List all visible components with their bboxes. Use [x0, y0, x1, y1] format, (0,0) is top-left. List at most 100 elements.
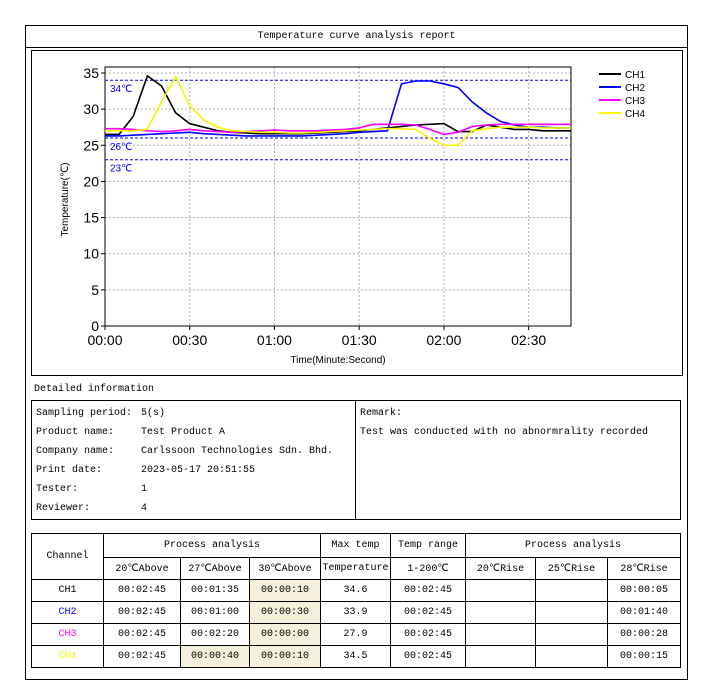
header-cell: Channel: [31, 533, 104, 580]
x-tick-label: 01:00: [257, 332, 292, 348]
field-value: 2023-05-17 20:51:55: [141, 465, 256, 476]
table-cell: [465, 601, 536, 624]
table-cell: 00:00:10: [249, 579, 321, 602]
x-tick-label: 02:30: [511, 332, 546, 348]
field-label: Reviewer:: [36, 503, 91, 514]
header-cell: 30℃Above: [249, 557, 321, 580]
header-cell: Temp range: [390, 533, 466, 558]
header-cell: 1-200℃: [390, 557, 466, 580]
table-cell: 00:02:20: [180, 623, 250, 646]
table-cell: 00:02:45: [103, 623, 181, 646]
summary-table: Channel Process analysis Max temp Temp rang…: [31, 533, 681, 668]
remark-text: Test was conducted with no abnormrality …: [360, 427, 649, 438]
field-row: Sampling period: 5(s): [36, 404, 351, 423]
table-cell: 00:02:45: [103, 579, 181, 602]
series-line: [105, 74, 571, 147]
table-cell: 00:00:30: [249, 601, 321, 624]
reference-label: 26℃: [110, 142, 132, 153]
y-tick-label: 25: [83, 137, 99, 153]
header-row: 20℃Above 27℃Above 30℃Above Temperature 1-200…: [32, 557, 681, 580]
field-value: 4: [141, 503, 148, 514]
legend-label: CH1: [625, 70, 645, 81]
y-tick-label: 15: [83, 210, 99, 226]
table-cell: 27.9: [320, 623, 391, 646]
plot-frame: [104, 66, 572, 327]
table-cell: [535, 623, 608, 646]
table-cell: 00:02:45: [390, 623, 466, 646]
header-cell: Process analysis: [465, 533, 681, 558]
x-tick-label: 01:30: [342, 332, 377, 348]
table-cell: 00:00:00: [249, 623, 321, 646]
table-row: CH3 00:02:45 00:02:20 00:00:00 27.9 00:02:45 0…: [31, 623, 681, 646]
details-box: Sampling period: 5(s) Product name: Test Pr…: [31, 400, 681, 520]
header-cell: 20℃Above: [103, 557, 181, 580]
header-cell: 27℃Above: [180, 557, 250, 580]
remark-area: Remark: Test was conducted with no abnor…: [356, 401, 680, 445]
header-cell: Max temp: [320, 533, 391, 558]
field-row: Product name: Test Product A: [36, 423, 351, 442]
table-cell: 00:01:35: [180, 579, 250, 602]
table-cell: 00:00:10: [249, 645, 321, 668]
table-cell: [465, 579, 536, 602]
table-cell: 00:02:45: [390, 579, 466, 602]
legend-label: CH3: [625, 96, 645, 107]
header-cell: 20℃Rise: [465, 557, 536, 580]
legend-label: CH4: [625, 109, 645, 120]
remark-label: Remark:: [360, 408, 403, 419]
table-row: CH2 00:02:45 00:01:00 00:00:30 33.9 00:02:45 0…: [31, 601, 681, 624]
table-cell: 34.6: [320, 579, 391, 602]
channel-cell: CH2: [31, 601, 104, 624]
y-tick-label: 5: [91, 282, 99, 298]
table-cell: 00:00:05: [607, 579, 681, 602]
header-cell: Temperature: [320, 557, 391, 580]
table-cell: [535, 579, 608, 602]
channel-cell: CH4: [31, 645, 104, 668]
x-axis-label: Time(Minute:Second): [290, 355, 385, 366]
reference-label: 34℃: [110, 84, 132, 95]
series-line: [105, 123, 571, 136]
field-row: Print date: 2023-05-17 20:51:55: [36, 461, 351, 480]
table-cell: 00:00:15: [607, 645, 681, 668]
field-value: Test Product A: [141, 427, 226, 438]
legend-label: CH2: [625, 83, 645, 94]
table-cell: 33.9: [320, 601, 391, 624]
report-frame: [25, 25, 688, 680]
y-axis-label: Temperature(℃): [60, 162, 71, 236]
reference-label: 23℃: [110, 164, 132, 175]
header-cell: 28℃Rise: [607, 557, 681, 580]
table-cell: 00:02:45: [103, 645, 181, 668]
y-tick-label: 20: [83, 173, 99, 189]
table-row: CH1 00:02:45 00:01:35 00:00:10 34.6 00:02:45 0…: [31, 579, 681, 602]
field-label: Tester:: [36, 484, 79, 495]
table-cell: [535, 645, 608, 668]
field-row: Reviewer: 4: [36, 499, 351, 518]
field-label: Sampling period:: [36, 408, 133, 419]
table-cell: 00:00:40: [180, 645, 250, 668]
header-cell: Process analysis: [103, 533, 321, 558]
table-cell: 00:01:00: [180, 601, 250, 624]
chart-box: 0 5 10 15 20 25 30 35 00:00 00:30 01:00 01:30 02:00 0…: [31, 50, 683, 376]
table-cell: 00:02:45: [390, 601, 466, 624]
table-row: CH4 00:02:45 00:00:40 00:00:10 34.5 00:02:45 0…: [31, 645, 681, 668]
table-cell: 00:02:45: [390, 645, 466, 668]
channel-cell: CH3: [31, 623, 104, 646]
x-tick-label: 00:00: [87, 332, 122, 348]
table-cell: 00:02:45: [103, 601, 181, 624]
field-label: Company name:: [36, 446, 115, 457]
series-line: [105, 80, 571, 137]
field-row: Tester: 1: [36, 480, 351, 499]
channel-cell: CH1: [31, 579, 104, 602]
table-cell: [535, 601, 608, 624]
chart: 0 5 10 15 20 25 30 35 00:00 00:30 01:00 01:30 02:00 0…: [60, 65, 645, 366]
header-row: Channel Process analysis Max temp Temp rang…: [31, 533, 681, 580]
details-fields: Sampling period: 5(s) Product name: Test Pr…: [32, 401, 356, 519]
y-tick-label: 0: [91, 318, 99, 334]
table-cell: [465, 623, 536, 646]
field-value: Carlssoon Technologies Sdn. Bhd.: [141, 446, 334, 457]
series-line: [105, 74, 571, 136]
table-cell: 00:01:40: [607, 601, 681, 624]
table-cell: 34.5: [320, 645, 391, 668]
table-cell: 00:00:28: [607, 623, 681, 646]
report-title: Temperature curve analysis report: [25, 25, 688, 48]
